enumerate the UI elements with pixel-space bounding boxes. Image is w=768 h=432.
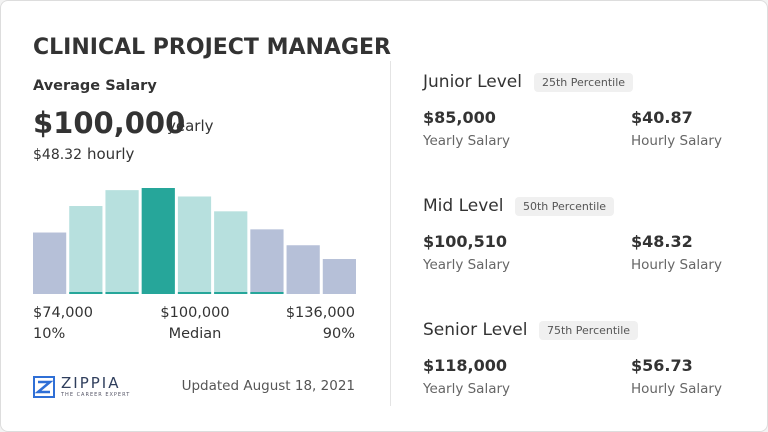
percentile-badge: 75th Percentile [539, 321, 639, 340]
logo-icon [33, 376, 55, 398]
title: CLINICAL PROJECT MANAGER [33, 35, 391, 60]
bar-accent [214, 292, 248, 294]
bar [69, 206, 103, 294]
level-name: Mid Level [423, 196, 504, 216]
bar [141, 188, 175, 294]
logo-name: ZIPPIA [61, 374, 121, 392]
range-amount: $100,000 [160, 305, 230, 321]
yearly-amount: $100,000 [33, 106, 186, 140]
logo-tagline: THE CAREER EXPERT [61, 392, 131, 398]
bar-accent [250, 292, 284, 294]
hourly-label: Hourly Salary [631, 133, 722, 149]
yearly-value: $85,000 [423, 108, 496, 127]
yearly-label: Yearly Salary [423, 257, 511, 273]
yearly-label: Yearly Salary [423, 133, 511, 149]
hourly-label: Hourly Salary [631, 381, 722, 397]
level-name: Senior Level [423, 320, 528, 340]
bar [105, 190, 139, 294]
hourly-unit: hourly [87, 145, 135, 163]
hourly-label: Hourly Salary [631, 257, 722, 273]
updated: Updated August 18, 2021 [181, 378, 355, 394]
bar [322, 259, 356, 294]
divider [390, 61, 391, 406]
yearly-value: $118,000 [423, 356, 508, 375]
hourly-value: $48.32 [631, 232, 693, 251]
histogram [33, 188, 356, 294]
range-caption: 90% [322, 326, 355, 342]
range-amount: $74,000 [33, 305, 93, 321]
bar [286, 245, 320, 294]
hourly-value: $40.87 [631, 108, 693, 127]
bar [33, 232, 67, 294]
bar-accent [105, 292, 139, 294]
bar [177, 196, 212, 294]
bar-accent [69, 292, 103, 294]
percentile-badge: 50th Percentile [515, 197, 615, 216]
hourly-value: $56.73 [631, 356, 693, 375]
range-amount: $136,000 [285, 305, 355, 321]
yearly-value: $100,510 [423, 232, 508, 251]
range-caption: Median [168, 326, 222, 342]
average-label: Average Salary [33, 78, 157, 94]
hourly-amount: $48.32 [33, 147, 82, 163]
bar [214, 211, 248, 294]
percentile-badge: 25th Percentile [534, 73, 634, 92]
yearly-label: Yearly Salary [423, 381, 511, 397]
bar [250, 229, 284, 294]
range-caption: 10% [33, 326, 66, 342]
bar-accent [177, 292, 212, 294]
yearly-unit: yearly [167, 117, 214, 135]
level-name: Junior Level [423, 72, 522, 92]
